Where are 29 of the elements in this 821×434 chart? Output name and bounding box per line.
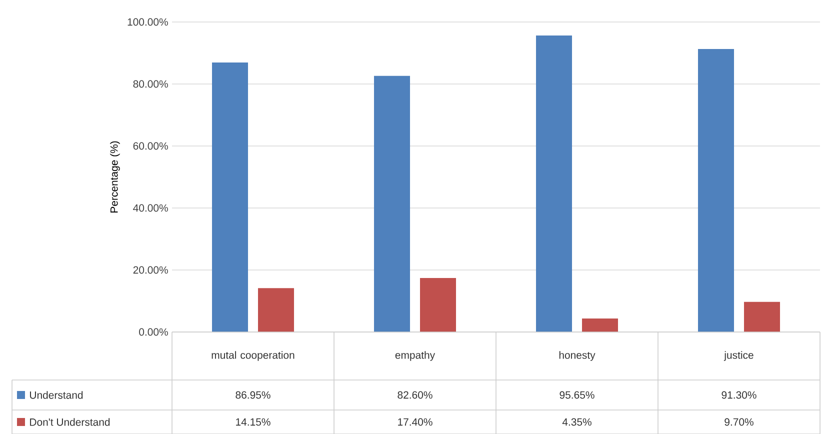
data-label: 86.95%	[236, 391, 270, 399]
bar	[374, 76, 410, 332]
y-axis-title: Percentage (%)	[110, 141, 120, 212]
x-tick-label: empathy	[395, 351, 436, 361]
y-tick-label: 100.00%	[128, 18, 168, 26]
bar	[258, 288, 294, 332]
bar	[698, 48, 734, 332]
data-label: 95.65%	[560, 391, 594, 399]
y-tick-label: 20.00%	[133, 266, 168, 274]
data-label: 4.35%	[562, 418, 592, 426]
y-tick-label: 40.00%	[133, 204, 168, 212]
y-tick-label: 60.00%	[133, 142, 168, 150]
bar	[536, 35, 572, 332]
legend-label: Understand	[30, 391, 83, 399]
y-tick-label: 80.00%	[133, 80, 168, 88]
data-label: 17.40%	[398, 418, 432, 426]
data-label: 9.70%	[724, 418, 754, 426]
bar	[744, 302, 780, 332]
bar	[212, 62, 248, 332]
x-tick-label: honesty	[559, 351, 596, 361]
data-label: 91.30%	[722, 391, 756, 399]
x-tick-label: justice	[724, 351, 754, 361]
legend-label: Don't Understand	[30, 418, 110, 426]
data-label: 14.15%	[236, 418, 270, 426]
y-tick-label: 0.00%	[139, 328, 168, 336]
data-label: 82.60%	[398, 391, 432, 399]
bar	[420, 278, 456, 332]
x-tick-label: mutal cooperation	[212, 351, 294, 361]
bar	[582, 318, 618, 332]
